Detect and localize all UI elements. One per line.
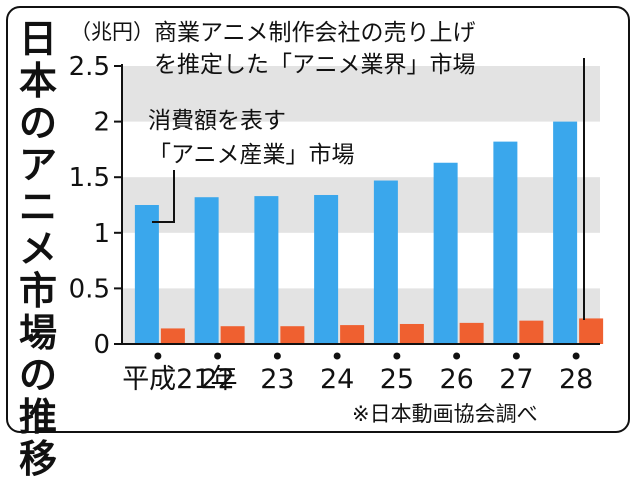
anime-industry-bar (433, 162, 458, 344)
x-tick-label: 22 (200, 364, 234, 395)
era-dot (154, 352, 162, 360)
era-dot (393, 352, 401, 360)
anime-business-bar (399, 323, 424, 344)
anime-business-bar (459, 322, 484, 344)
y-tick-label: 0.5 (69, 274, 110, 304)
era-dot (214, 352, 222, 360)
anime-business-bar (579, 318, 604, 344)
anime-industry-bar (314, 194, 339, 344)
y-axis-unit-label: （兆円） (70, 20, 154, 44)
y-tick-label: 2.5 (69, 52, 110, 82)
anime-business-bar (280, 326, 305, 344)
chart-frame (6, 6, 630, 433)
x-tick-label: 28 (559, 364, 593, 395)
anime-industry-bar (553, 121, 578, 344)
anime-business-bar (220, 326, 245, 344)
industry-market-label: 「アニメ産業」市場 (148, 142, 355, 168)
era-dot (572, 352, 580, 360)
business-market-label: を推定した「アニメ業界」市場 (154, 52, 476, 78)
era-dot (512, 352, 520, 360)
industry-market-label: 消費額を表す (148, 108, 286, 134)
anime-business-bar (160, 328, 185, 344)
anime-industry-bar (194, 197, 219, 344)
y-tick-label: 2 (93, 108, 110, 138)
y-tick-label: 0 (93, 330, 110, 360)
x-tick-label: 平成21年 (122, 364, 237, 395)
x-tick-label: 25 (380, 364, 414, 395)
grid-band (122, 66, 600, 122)
y-tick-label: 1 (93, 219, 110, 249)
x-tick-label: 26 (439, 364, 473, 395)
anime-industry-bar (373, 180, 398, 344)
era-dot (333, 352, 341, 360)
industry-leader-line (152, 170, 175, 223)
x-tick-label: 27 (499, 364, 533, 395)
era-dot (273, 352, 281, 360)
x-tick-label: 24 (320, 364, 354, 395)
y-tick-label: 1.5 (69, 163, 110, 193)
grid-band (122, 177, 600, 233)
anime-industry-bar (254, 196, 279, 344)
anime-business-bar (519, 320, 544, 344)
anime-industry-bar (493, 141, 518, 344)
anime-industry-bar (134, 205, 159, 344)
business-market-label: 商業アニメ制作会社の売り上げ (154, 20, 476, 46)
x-tick-label: 23 (260, 364, 294, 395)
anime-business-bar (340, 325, 365, 344)
chart-title: 日本のアニメ市場の推移 (18, 17, 57, 481)
source-note: ※日本動画協会調べ (352, 402, 538, 426)
era-dot (453, 352, 461, 360)
